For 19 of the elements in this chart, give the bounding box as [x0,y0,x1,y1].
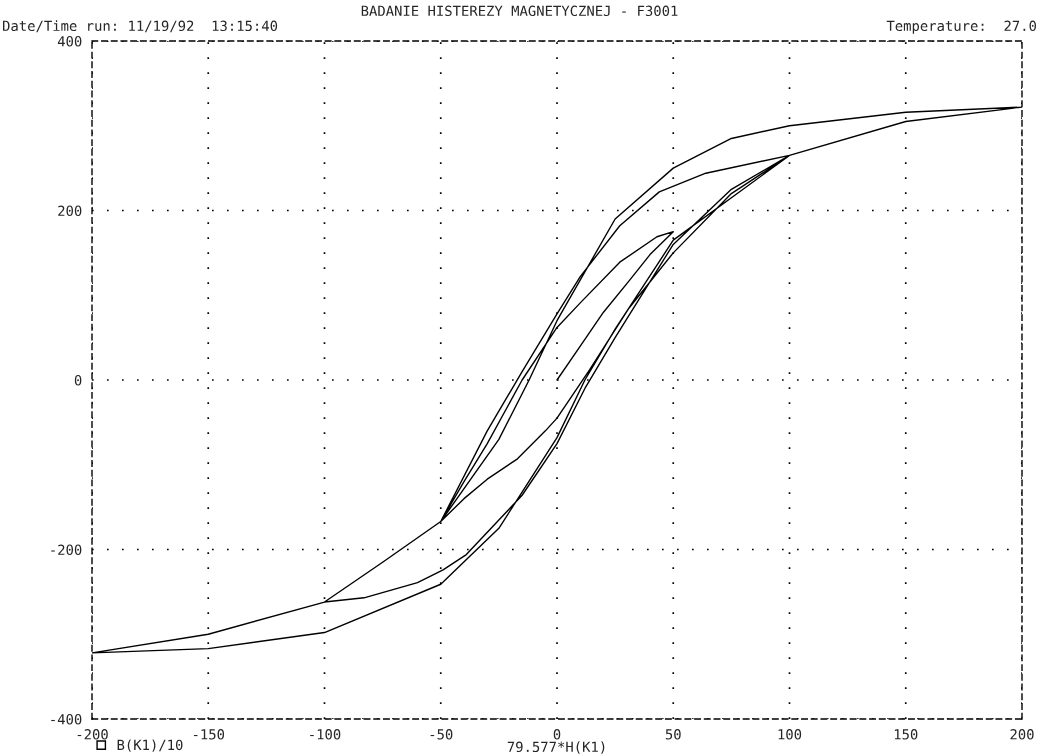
x-tick-label: 150 [894,729,918,740]
y-tick-label: -400 [51,714,82,725]
x-tick-label: -150 [193,729,225,740]
y-tick-label: 400 [57,36,82,47]
x-tick-label: -100 [310,729,341,740]
x-tick-label: 200 [1010,729,1034,740]
y-tick-label: 200 [58,205,82,217]
y-tick-label: -200 [51,544,82,556]
x-tick-label: -50 [430,729,453,740]
text: Date/Time run: 11/19/92 13:15:40 [3,20,278,33]
text: Temperature: 27.0 [886,20,1037,34]
x-tick-label: 0 [553,729,561,740]
x-tick-label: 50 [665,729,681,740]
x-tick-label: -200 [77,729,108,740]
y-tick-label: 0 [74,375,82,386]
x-tick-label: 100 [778,729,802,740]
chart-title: BADANIE HISTEREZY MAGNETYCZNEJ - F3001 [361,5,678,17]
legend-label: B(K1)/10 [117,739,183,752]
x-axis-title: 79.577*H(K1) [507,741,605,754]
